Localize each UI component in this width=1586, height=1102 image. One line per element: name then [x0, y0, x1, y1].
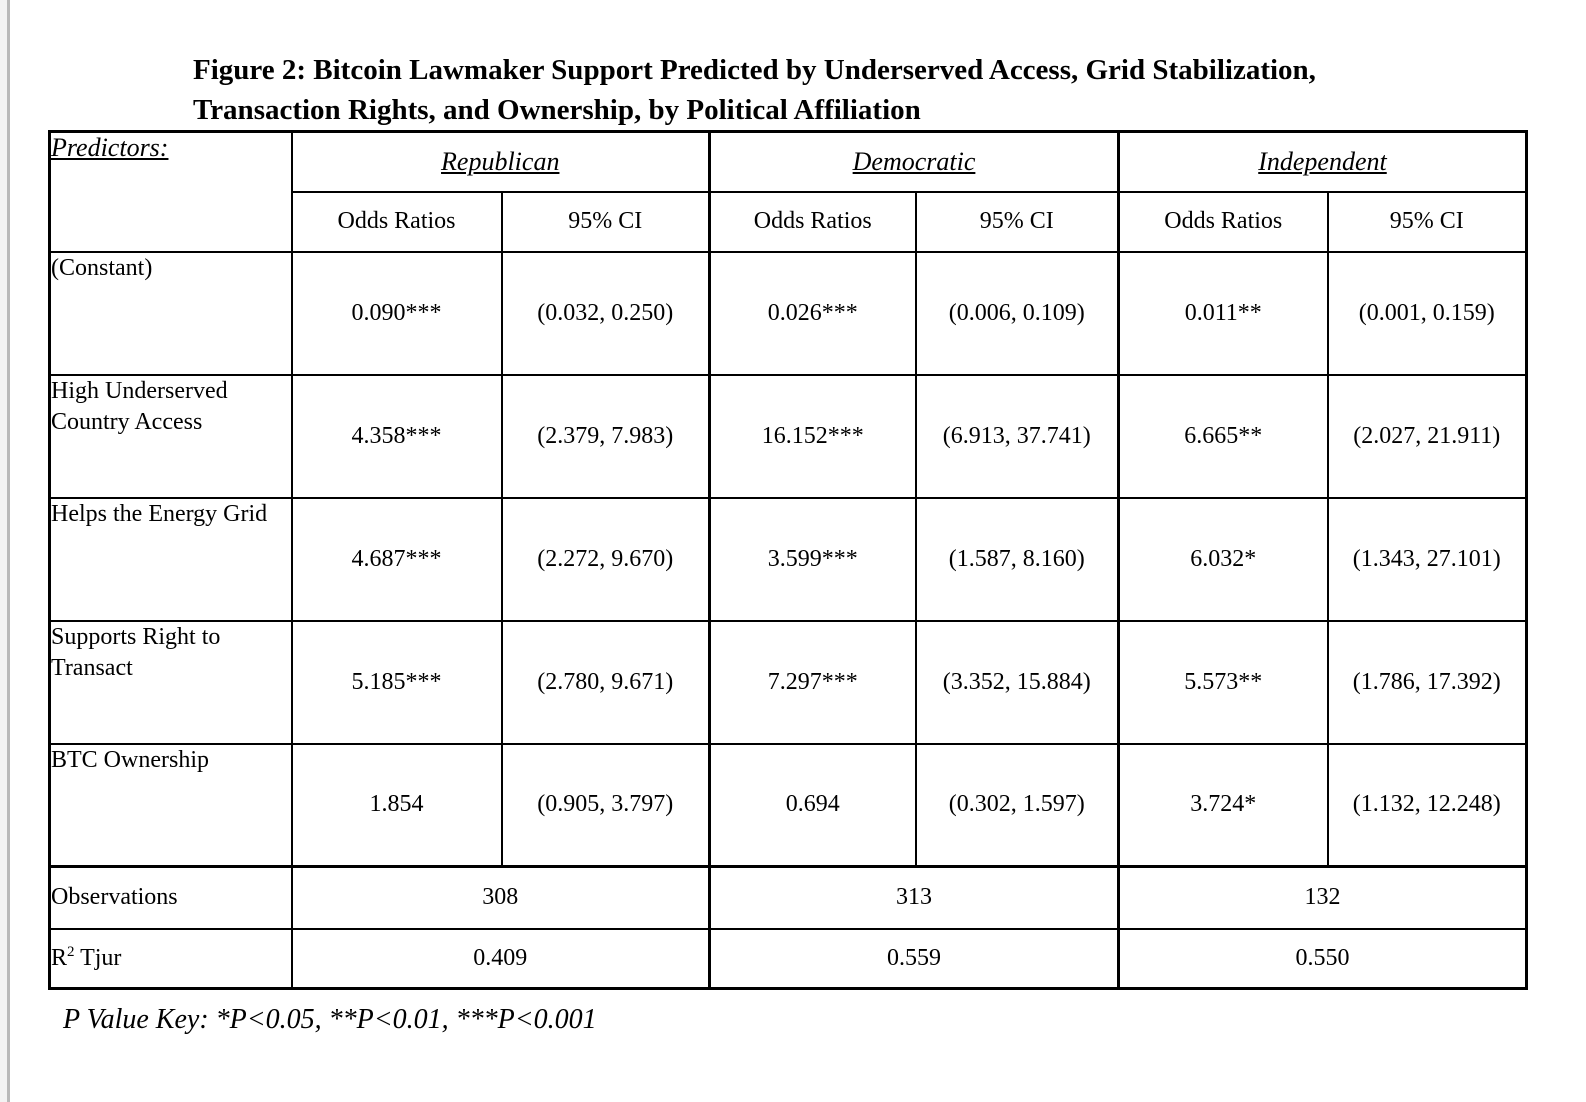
- observations-democratic: 313: [708, 865, 1120, 930]
- ci-cell: (2.780, 9.671): [500, 619, 711, 745]
- observations-republican: 308: [290, 865, 711, 930]
- observations-independent: 132: [1117, 865, 1528, 930]
- ci-cell: (2.379, 7.983): [500, 373, 711, 499]
- row-label: Supports Right to Transact: [48, 619, 293, 745]
- odds-ratio-cell: 6.032*: [1117, 496, 1329, 622]
- regression-results-table: Predictors: Republican Democratic Indepe…: [48, 130, 1528, 990]
- predictors-label: Predictors:: [51, 133, 169, 163]
- odds-ratio-cell: 7.297***: [708, 619, 917, 745]
- odds-ratio-cell: 0.090***: [290, 250, 503, 376]
- odds-ratio-cell: 5.185***: [290, 619, 503, 745]
- ci-cell: (2.027, 21.911): [1326, 373, 1528, 499]
- ci-cell: (1.132, 12.248): [1326, 742, 1528, 868]
- subheader-ci-democratic: 95% CI: [914, 190, 1120, 253]
- figure-title: Figure 2: Bitcoin Lawmaker Support Predi…: [193, 50, 1493, 130]
- table-row-underserved-access: High Underserved Country Access 4.358***…: [48, 373, 1528, 499]
- ci-cell: (1.786, 17.392): [1326, 619, 1528, 745]
- group-header-republican: Republican: [290, 130, 711, 193]
- r2-democratic: 0.559: [708, 927, 1120, 990]
- page-edge-line: [7, 0, 10, 1102]
- odds-ratio-cell: 6.665**: [1117, 373, 1329, 499]
- r2-republican: 0.409: [290, 927, 711, 990]
- subheader-ci-republican: 95% CI: [500, 190, 711, 253]
- table-header-groups-row: Predictors: Republican Democratic Indepe…: [48, 130, 1528, 253]
- odds-ratio-cell: 16.152***: [708, 373, 917, 499]
- odds-ratio-cell: 0.026***: [708, 250, 917, 376]
- ci-cell: (0.905, 3.797): [500, 742, 711, 868]
- ci-cell: (0.001, 0.159): [1326, 250, 1528, 376]
- subheader-ci-independent: 95% CI: [1326, 190, 1528, 253]
- ci-cell: (1.587, 8.160): [914, 496, 1120, 622]
- odds-ratio-cell: 5.573**: [1117, 619, 1329, 745]
- r2-independent: 0.550: [1117, 927, 1528, 990]
- ci-cell: (0.302, 1.597): [914, 742, 1120, 868]
- table-row-right-to-transact: Supports Right to Transact 5.185*** (2.7…: [48, 619, 1528, 745]
- odds-ratio-cell: 3.599***: [708, 496, 917, 622]
- odds-ratio-cell: 0.694: [708, 742, 917, 868]
- table-row-btc-ownership: BTC Ownership 1.854 (0.905, 3.797) 0.694…: [48, 742, 1528, 868]
- odds-ratio-cell: 4.358***: [290, 373, 503, 499]
- figure-title-line1: Figure 2: Bitcoin Lawmaker Support Predi…: [193, 54, 1316, 86]
- row-label: R2 Tjur: [48, 927, 293, 990]
- ci-cell: (2.272, 9.670): [500, 496, 711, 622]
- odds-ratio-cell: 0.011**: [1117, 250, 1329, 376]
- odds-ratio-cell: 4.687***: [290, 496, 503, 622]
- table-row-constant: (Constant) 0.090*** (0.032, 0.250) 0.026…: [48, 250, 1528, 376]
- ci-cell: (0.006, 0.109): [914, 250, 1120, 376]
- group-header-democratic: Democratic: [708, 130, 1120, 193]
- table-subheader-row: Odds Ratios 95% CI Odds Ratios 95% CI Od…: [50, 190, 1528, 253]
- row-label: (Constant): [48, 250, 293, 376]
- ci-cell: (3.352, 15.884): [914, 619, 1120, 745]
- row-label: BTC Ownership: [48, 742, 293, 868]
- odds-ratio-cell: 1.854: [290, 742, 503, 868]
- odds-ratio-cell: 3.724*: [1117, 742, 1329, 868]
- page-edge-band: [0, 0, 7, 1102]
- group-header-independent: Independent: [1117, 130, 1528, 193]
- table-row-r2-tjur: R2 Tjur 0.409 0.559 0.550: [48, 927, 1528, 990]
- subheader-odds-democratic: Odds Ratios: [708, 190, 917, 253]
- predictors-header-cell: Predictors:: [48, 130, 293, 253]
- figure-title-line2: Transaction Rights, and Ownership, by Po…: [193, 94, 921, 126]
- subheader-odds-independent: Odds Ratios: [1117, 190, 1329, 253]
- table-row-energy-grid: Helps the Energy Grid 4.687*** (2.272, 9…: [48, 496, 1528, 622]
- row-label: High Underserved Country Access: [48, 373, 293, 499]
- table-row-observations: Observations 308 313 132: [48, 865, 1528, 930]
- ci-cell: (1.343, 27.101): [1326, 496, 1528, 622]
- r2-superscript: 2: [67, 943, 75, 960]
- row-label: Observations: [48, 865, 293, 930]
- p-value-key-note: P Value Key: *P<0.05, **P<0.01, ***P<0.0…: [63, 1004, 597, 1035]
- row-label: Helps the Energy Grid: [48, 496, 293, 622]
- ci-cell: (6.913, 37.741): [914, 373, 1120, 499]
- subheader-odds-republican: Odds Ratios: [290, 190, 503, 253]
- ci-cell: (0.032, 0.250): [500, 250, 711, 376]
